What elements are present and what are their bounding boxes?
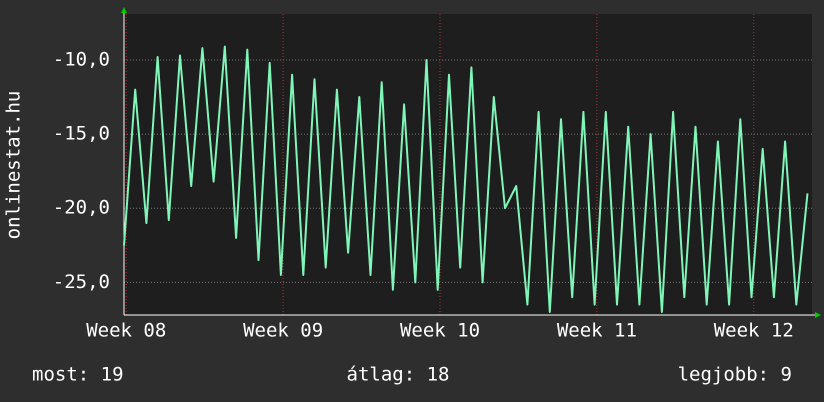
x-tick-label: Week 12 [714,320,794,342]
y-tick-label: -25,0 [53,271,110,293]
x-tick-label: Week 11 [557,320,637,342]
y-axis-label: onlinestat.hu [3,91,25,240]
y-tick-label: -10,0 [53,48,110,70]
x-tick-label: Week 08 [86,320,166,342]
average-value: átlag: 18 [347,364,450,386]
x-tick-label: Week 09 [243,320,323,342]
current-value: most: 19 [32,364,124,386]
y-tick-label: -20,0 [53,197,110,219]
best-value: legjobb: 9 [678,364,792,386]
x-tick-label: Week 10 [400,320,480,342]
data-line [123,45,809,313]
x-axis-arrow [815,312,821,318]
y-axis-arrow [121,7,127,13]
y-tick-label: -15,0 [53,123,110,145]
